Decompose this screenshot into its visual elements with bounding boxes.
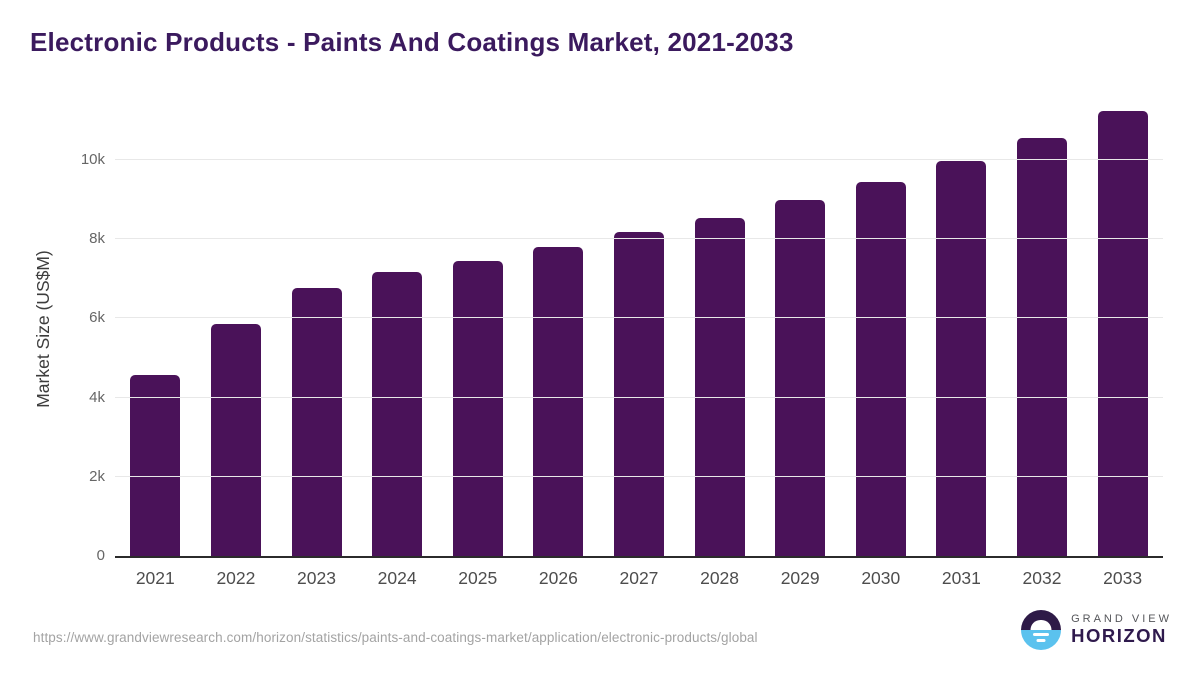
- bar-2023[interactable]: [291, 287, 342, 556]
- bar-2024[interactable]: [372, 272, 423, 556]
- bar-slot-2025: [437, 100, 518, 556]
- bar-slot-2028: [679, 100, 760, 556]
- bar-slot-2027: [599, 100, 680, 556]
- logo-wordmark-line2: HORIZON: [1071, 625, 1167, 647]
- bar-2031[interactable]: [936, 160, 987, 556]
- x-label-2023: 2023: [297, 568, 336, 588]
- bar-2033[interactable]: [1097, 111, 1148, 556]
- y-tick-label-4k: 4k: [89, 388, 105, 406]
- x-label-2024: 2024: [377, 568, 417, 588]
- x-label-2032: 2032: [1022, 568, 1062, 588]
- bar-2030[interactable]: [855, 181, 906, 556]
- bar-2029[interactable]: [775, 200, 826, 556]
- bar-2027[interactable]: [613, 232, 664, 556]
- x-label-2030: 2030: [861, 568, 901, 588]
- bar-slot-2032: [1002, 100, 1083, 556]
- y-tick-label-10k: 10k: [80, 150, 105, 168]
- x-label-2025: 2025: [458, 568, 498, 588]
- chart-title: Electronic Products - Paints And Coating…: [30, 27, 794, 57]
- gridline-4k: [115, 396, 1163, 398]
- x-label-2022: 2022: [216, 568, 256, 588]
- x-label-2026: 2026: [538, 568, 578, 588]
- gridline-8k: [115, 238, 1163, 240]
- bar-slot-2022: [196, 100, 277, 556]
- logo-sun-shape: [1030, 619, 1052, 630]
- source-url: https://www.grandviewresearch.com/horizo…: [33, 630, 758, 645]
- plot-area: 0 2k 4k 6k 8k 10k: [81, 100, 1163, 564]
- y-tick-label-0: 0: [96, 547, 105, 564]
- bar-2028[interactable]: [694, 217, 745, 556]
- bar-2032[interactable]: [1017, 138, 1067, 556]
- x-label-2029: 2029: [780, 568, 820, 588]
- bar-slot-2030: [840, 100, 921, 556]
- bars-row: [115, 100, 1163, 556]
- x-label-2027: 2027: [619, 568, 659, 588]
- bar-2026[interactable]: [533, 246, 584, 556]
- bar-slot-2023: [276, 100, 357, 556]
- y-tick-label-8k: 8k: [89, 230, 105, 248]
- y-axis-title: Market Size (US$M): [33, 250, 53, 408]
- y-tick-label-6k: 6k: [89, 309, 105, 327]
- bar-slot-2026: [518, 100, 599, 556]
- x-axis-labels: 2021 2022 2023 2024 2025 2026 2027 2028 2029 2030…: [115, 568, 1163, 589]
- gridline-10k: [115, 158, 1163, 160]
- bar-slot-2031: [921, 100, 1002, 556]
- bar-2025[interactable]: [452, 261, 503, 556]
- x-label-2021: 2021: [135, 568, 175, 588]
- grand-view-horizon-logo: GRAND VIEW HORIZON: [1021, 610, 1172, 650]
- logo-reflection-bar: [1033, 632, 1050, 636]
- logo-wordmark: GRAND VIEW HORIZON: [1071, 613, 1172, 646]
- bar-slot-2033: [1082, 100, 1163, 556]
- bar-slot-2024: [357, 100, 438, 556]
- gridline-6k: [115, 317, 1163, 319]
- bar-2021[interactable]: [130, 375, 181, 556]
- y-tick-label-2k: 2k: [89, 467, 105, 485]
- x-label-2033: 2033: [1103, 568, 1143, 588]
- logo-wordmark-line1: GRAND VIEW: [1071, 613, 1172, 626]
- bar-slot-2029: [760, 100, 841, 556]
- bar-2022[interactable]: [210, 323, 261, 556]
- x-label-2028: 2028: [700, 568, 740, 588]
- horizon-logo-icon: [1021, 610, 1062, 650]
- logo-reflection-bar: [1036, 638, 1046, 642]
- bar-slot-2021: [115, 100, 196, 556]
- gridline-2k: [115, 475, 1163, 477]
- x-label-2031: 2031: [941, 568, 981, 588]
